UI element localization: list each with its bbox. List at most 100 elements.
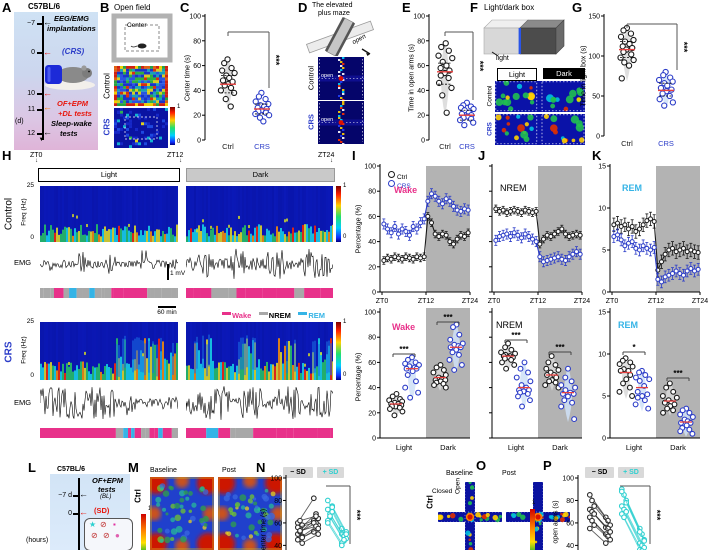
- i-top-ylabel: Percentage (%): [355, 204, 363, 254]
- svg-text:20: 20: [368, 410, 376, 417]
- wake-legend-label: Wake: [232, 311, 252, 320]
- svg-text:ZT12: ZT12: [418, 298, 434, 305]
- behavior-test-label-2: +DL tests: [58, 109, 92, 118]
- time-scalebar: [158, 306, 176, 308]
- i-bottom-ylabel: Percentage (%): [355, 352, 363, 402]
- svg-text:10: 10: [598, 206, 606, 213]
- sd-label: (SD): [94, 506, 110, 515]
- day-11: 11: [27, 106, 35, 113]
- svg-text:40: 40: [417, 88, 425, 95]
- restraint-mouse-illustration: [45, 65, 95, 90]
- svg-text:80: 80: [368, 189, 376, 196]
- m-post-header: Post: [222, 467, 237, 474]
- svg-text:50: 50: [592, 94, 600, 101]
- spectrogram-colorbar-1: [336, 186, 341, 242]
- tick: [73, 513, 78, 515]
- panel-n-letter: N: [256, 460, 266, 475]
- sd-method-icons-box: ★ ⊘ ▪ ⊘ ⊘ ●: [84, 518, 133, 550]
- l-unit-label: (hours): [26, 537, 49, 544]
- tick: [37, 52, 42, 54]
- h-control-row-label: Control: [3, 197, 15, 231]
- svg-text:***: ***: [475, 61, 485, 72]
- zt0-label: ZT0: [30, 152, 43, 159]
- eeg-spectrogram-control-light: [40, 186, 178, 242]
- rem-legend-label: REM: [308, 311, 325, 320]
- n-legend-plus-sd: + SD: [317, 467, 344, 478]
- ctrl-marker-icon: [388, 171, 395, 179]
- emg-trace-crs-dark: [186, 386, 333, 420]
- svg-text:ZT24: ZT24: [692, 298, 708, 305]
- epm-control-row-label: Control: [306, 65, 316, 91]
- lightdark-title: Light/dark box: [484, 3, 535, 12]
- dark-column-header: Dark: [543, 68, 585, 79]
- emg-label-2: EMG: [14, 398, 32, 407]
- control-row-label: Control: [102, 73, 112, 99]
- hypnogram-crs-dark: [186, 428, 333, 438]
- rem-swatch-icon: [298, 312, 308, 316]
- h-freq-25-1: 25: [26, 182, 34, 189]
- mv-scalebar-label: 1 mV: [170, 270, 186, 277]
- day-unit: (d): [15, 118, 24, 125]
- no-sign-icon: ⊘: [91, 531, 98, 540]
- open-field-heatmap-crs: [114, 108, 168, 148]
- lightdark-heatmap-crs: [495, 114, 585, 145]
- open-field-diagram: [111, 13, 173, 63]
- behavior-test-arrow-icon: ←: [43, 102, 52, 112]
- no-sign-icon: ⊘: [103, 531, 110, 540]
- epm-heatmap-baseline: [438, 482, 502, 550]
- cage-icon: ▪: [113, 520, 116, 529]
- behavior-test-label-1: OF+EPM: [57, 99, 89, 108]
- eeg-spectrogram-control-dark: [186, 186, 333, 242]
- h-freq-25-2: 25: [26, 318, 34, 325]
- epm-heatmap-crs: [318, 101, 364, 144]
- star-icon: ★: [89, 520, 97, 529]
- svg-text:60: 60: [368, 214, 376, 221]
- svg-text:ZT0: ZT0: [488, 298, 501, 305]
- day-0: 0: [31, 49, 35, 56]
- svg-text:0: 0: [602, 436, 606, 443]
- tick: [37, 109, 42, 111]
- svg-text:15: 15: [598, 310, 606, 317]
- mouse-icon: ●: [115, 531, 120, 540]
- h-freq-ylabel-2: Freq (Hz): [20, 336, 28, 364]
- svg-text:Ctrl: Ctrl: [621, 139, 633, 148]
- p-legend-minus-sd: − SD: [585, 467, 614, 478]
- e-ylabel: Time in open arms (s): [408, 44, 416, 112]
- hypnogram-control-dark: [186, 288, 333, 298]
- svg-text:80: 80: [193, 38, 201, 45]
- sleep-test-label-1: Sleep-wake: [51, 119, 92, 128]
- crs-start-arrow-icon: ←: [43, 47, 52, 57]
- i-legend-crs: CRS: [388, 175, 411, 193]
- svg-text:100: 100: [364, 164, 376, 171]
- crs-end-arrow-icon: ←: [43, 88, 52, 98]
- svg-text:ZT24: ZT24: [574, 298, 590, 305]
- sleep-test-arrow-icon: ←: [43, 127, 52, 137]
- svg-text:10: 10: [598, 352, 606, 359]
- i-legend-ctrl-label: Ctrl: [397, 174, 408, 181]
- p-ylabel: open arms (s): [552, 500, 560, 544]
- svg-text:Dark: Dark: [670, 443, 686, 452]
- hypnogram-crs-light: [40, 428, 178, 438]
- svg-text:100: 100: [588, 54, 600, 61]
- l-day-minus7: −7 d: [58, 492, 72, 499]
- svg-text:***: ***: [679, 42, 689, 53]
- n-ylabel: Center time (s): [260, 508, 268, 550]
- svg-text:0: 0: [372, 436, 376, 443]
- svg-text:40: 40: [368, 239, 376, 246]
- wake-top-title: Wake: [394, 185, 418, 195]
- no-sign-icon: ⊘: [100, 520, 107, 529]
- svg-text:Ctrl: Ctrl: [222, 142, 234, 151]
- day-12: 12: [27, 130, 35, 137]
- svg-text:Ctrl: Ctrl: [439, 142, 451, 151]
- svg-text:100: 100: [413, 14, 425, 21]
- o-ctrl-row-label: Ctrl: [425, 495, 435, 509]
- epm-title-1: The elevated: [312, 2, 353, 9]
- svg-text:60: 60: [193, 63, 201, 70]
- n-legend-minus-sd: − SD: [283, 467, 313, 478]
- open-field-title: Open field: [114, 3, 151, 12]
- day-10: 10: [27, 90, 35, 97]
- eeg-spectrogram-crs-light: [40, 322, 178, 380]
- sd-arrow-icon: ←: [79, 507, 88, 517]
- nrem-swatch-icon: [258, 312, 268, 316]
- ld-control-row-label: Control: [486, 85, 494, 107]
